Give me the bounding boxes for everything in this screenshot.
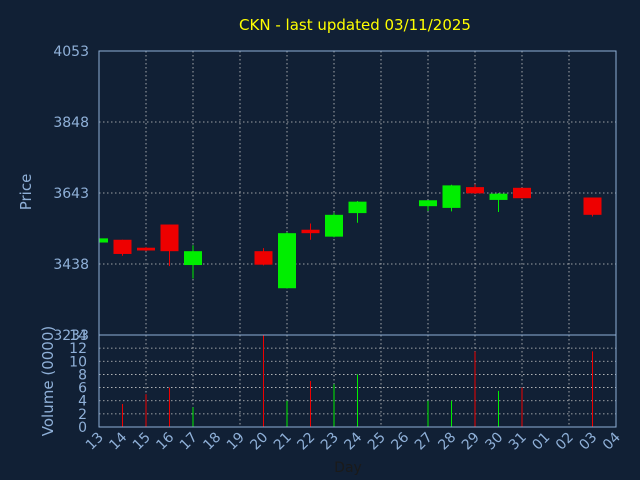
candle-body xyxy=(442,185,461,208)
candle-body xyxy=(254,251,273,265)
candle-body xyxy=(113,239,132,254)
volume-tick-label: 4 xyxy=(78,394,87,410)
price-axis-label: Price xyxy=(17,174,35,211)
volume-tick-label: 0 xyxy=(78,420,87,436)
price-tick-label: 3233 xyxy=(53,328,89,344)
price-tick-label: 3848 xyxy=(53,115,89,131)
plot-frames xyxy=(98,50,617,428)
candle-body xyxy=(419,200,437,207)
day-axis-label: Day xyxy=(334,460,362,476)
candle-body xyxy=(278,233,296,289)
volume-tick-label: 6 xyxy=(78,381,87,397)
volume-tick-label: 10 xyxy=(69,354,87,370)
price-tick-label: 3438 xyxy=(53,257,89,273)
volume-axis-label: Volume (0000) xyxy=(39,326,57,436)
candle-body xyxy=(99,238,108,243)
candle-body xyxy=(348,201,367,214)
candle-body xyxy=(137,247,155,251)
volume-panel-frame xyxy=(98,334,617,428)
volume-tick-label: 12 xyxy=(69,341,87,357)
candle-body xyxy=(583,197,602,215)
volume-tick-label: 2 xyxy=(78,407,87,423)
volume-bars xyxy=(122,335,593,427)
candlesticks xyxy=(98,184,602,289)
price-tick-label: 4053 xyxy=(53,44,89,60)
candle-body xyxy=(513,187,531,199)
candle-body xyxy=(466,187,484,194)
candle-body xyxy=(301,229,320,234)
candle-body xyxy=(325,214,343,237)
volume-tick-label: 8 xyxy=(78,367,87,383)
chart-title: CKN - last updated 03/11/2025 xyxy=(239,16,471,34)
candle-body xyxy=(489,193,508,200)
volume-tick-label: 14 xyxy=(69,328,87,344)
candle-body xyxy=(184,251,202,266)
price-tick-label: 3643 xyxy=(53,186,89,202)
candle-body xyxy=(160,224,179,252)
